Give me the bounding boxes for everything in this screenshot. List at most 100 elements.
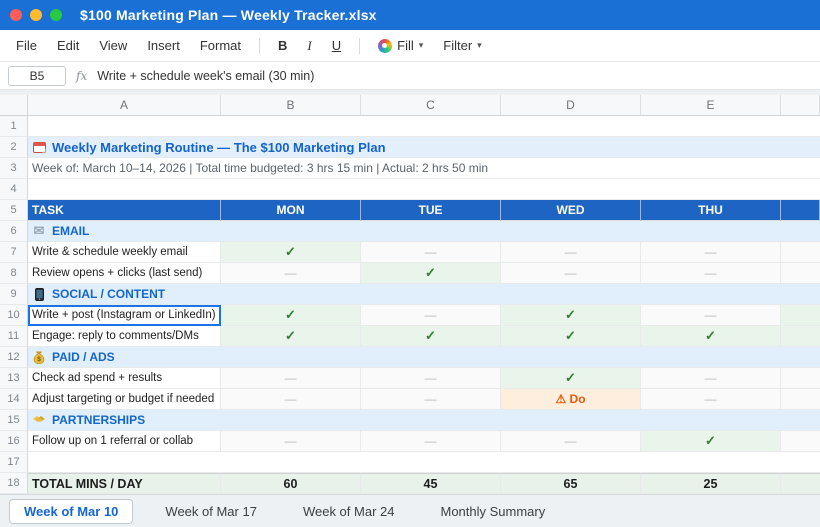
- tue-cell[interactable]: —: [361, 389, 501, 410]
- wed-cell-warning[interactable]: ⚠ Do: [501, 389, 641, 410]
- task-cell[interactable]: Engage: reply to comments/DMs: [28, 326, 221, 347]
- row-number[interactable]: 12: [0, 347, 28, 368]
- thu-cell[interactable]: —: [641, 242, 781, 263]
- row-number[interactable]: 4: [0, 179, 28, 200]
- sheet-title-cell[interactable]: Weekly Marketing Routine — The $100 Mark…: [28, 137, 820, 158]
- fri-cell[interactable]: [781, 431, 820, 452]
- wed-cell[interactable]: —: [501, 431, 641, 452]
- mon-cell[interactable]: ✓: [221, 305, 361, 326]
- task-cell[interactable]: Write & schedule weekly email: [28, 242, 221, 263]
- tab-monthly-summary[interactable]: Monthly Summary: [440, 503, 546, 519]
- header-fri-partial[interactable]: [781, 200, 820, 221]
- menu-edit[interactable]: Edit: [56, 38, 80, 53]
- header-tue[interactable]: TUE: [361, 200, 501, 221]
- week-summary-cell[interactable]: Week of: March 10–14, 2026 | Total time …: [28, 158, 820, 179]
- select-all-corner[interactable]: [0, 95, 28, 116]
- row-number[interactable]: 1: [0, 116, 28, 137]
- fill-button[interactable]: Fill ▾: [378, 38, 423, 53]
- row-number[interactable]: 8: [0, 263, 28, 284]
- total-tue-cell[interactable]: 45: [361, 473, 501, 494]
- thu-cell[interactable]: —: [641, 368, 781, 389]
- header-mon[interactable]: MON: [221, 200, 361, 221]
- zoom-button[interactable]: [50, 9, 62, 21]
- row-number[interactable]: 16: [0, 431, 28, 452]
- header-task[interactable]: TASK: [28, 200, 221, 221]
- filter-button[interactable]: Filter ▾: [443, 38, 481, 53]
- row-number[interactable]: 15: [0, 410, 28, 431]
- column-header-b[interactable]: B: [221, 95, 361, 116]
- section-social[interactable]: SOCIAL / CONTENT: [28, 284, 820, 305]
- row-number[interactable]: 17: [0, 452, 28, 473]
- column-header-f[interactable]: [781, 95, 820, 116]
- task-cell[interactable]: Follow up on 1 referral or collab: [28, 431, 221, 452]
- tue-cell[interactable]: —: [361, 305, 501, 326]
- wed-cell[interactable]: —: [501, 263, 641, 284]
- thu-cell[interactable]: —: [641, 389, 781, 410]
- row-number[interactable]: 18: [0, 473, 28, 494]
- row-number[interactable]: 9: [0, 284, 28, 305]
- row-number[interactable]: 2: [0, 137, 28, 158]
- column-header-c[interactable]: C: [361, 95, 501, 116]
- formula-input[interactable]: Write + schedule week's email (30 min): [97, 68, 315, 83]
- row-number[interactable]: 5: [0, 200, 28, 221]
- task-cell-selected[interactable]: Write + post (Instagram or LinkedIn): [28, 305, 221, 326]
- row-number[interactable]: 11: [0, 326, 28, 347]
- thu-cell[interactable]: ✓: [641, 326, 781, 347]
- close-button[interactable]: [10, 9, 22, 21]
- blank-row-cell[interactable]: [28, 452, 820, 473]
- total-wed-cell[interactable]: 65: [501, 473, 641, 494]
- blank-row-cell[interactable]: [28, 116, 820, 137]
- fri-cell[interactable]: [781, 242, 820, 263]
- mon-cell[interactable]: —: [221, 389, 361, 410]
- row-number[interactable]: 3: [0, 158, 28, 179]
- wed-cell[interactable]: ✓: [501, 305, 641, 326]
- tue-cell[interactable]: ✓: [361, 326, 501, 347]
- mon-cell[interactable]: —: [221, 431, 361, 452]
- menu-file[interactable]: File: [16, 38, 37, 53]
- thu-cell[interactable]: ✓: [641, 431, 781, 452]
- menu-format[interactable]: Format: [199, 38, 241, 53]
- bold-button[interactable]: B: [278, 38, 288, 53]
- mon-cell[interactable]: —: [221, 368, 361, 389]
- total-label-cell[interactable]: TOTAL MINS / DAY: [28, 473, 221, 494]
- row-number[interactable]: 13: [0, 368, 28, 389]
- row-number[interactable]: 6: [0, 221, 28, 242]
- task-cell[interactable]: Review opens + clicks (last send): [28, 263, 221, 284]
- blank-row-cell[interactable]: [28, 179, 820, 200]
- fri-cell[interactable]: [781, 305, 820, 326]
- fri-cell[interactable]: [781, 263, 820, 284]
- mon-cell[interactable]: ✓: [221, 242, 361, 263]
- tue-cell[interactable]: —: [361, 242, 501, 263]
- mon-cell[interactable]: —: [221, 263, 361, 284]
- minimize-button[interactable]: [30, 9, 42, 21]
- task-cell[interactable]: Adjust targeting or budget if needed: [28, 389, 221, 410]
- menu-insert[interactable]: Insert: [147, 38, 180, 53]
- row-number[interactable]: 14: [0, 389, 28, 410]
- tue-cell[interactable]: —: [361, 368, 501, 389]
- header-wed[interactable]: WED: [501, 200, 641, 221]
- fri-cell[interactable]: [781, 368, 820, 389]
- menu-view[interactable]: View: [99, 38, 128, 53]
- tab-week-of-mar-17[interactable]: Week of Mar 17: [165, 503, 257, 519]
- thu-cell[interactable]: —: [641, 305, 781, 326]
- column-header-a[interactable]: A: [28, 95, 221, 116]
- section-paid[interactable]: $ PAID / ADS: [28, 347, 820, 368]
- fri-cell[interactable]: [781, 326, 820, 347]
- tab-week-of-mar-24[interactable]: Week of Mar 24: [302, 503, 395, 519]
- italic-button[interactable]: I: [307, 37, 312, 53]
- total-fri-cell[interactable]: [781, 473, 820, 494]
- wed-cell[interactable]: ✓: [501, 326, 641, 347]
- section-partnerships[interactable]: PARTNERSHIPS: [28, 410, 820, 431]
- thu-cell[interactable]: —: [641, 263, 781, 284]
- task-cell[interactable]: Check ad spend + results: [28, 368, 221, 389]
- wed-cell[interactable]: ✓: [501, 368, 641, 389]
- column-header-e[interactable]: E: [641, 95, 781, 116]
- column-header-d[interactable]: D: [501, 95, 641, 116]
- tab-week-of-mar-10[interactable]: Week of Mar 10: [9, 498, 134, 524]
- tue-cell[interactable]: ✓: [361, 263, 501, 284]
- wed-cell[interactable]: —: [501, 242, 641, 263]
- total-thu-cell[interactable]: 25: [641, 473, 781, 494]
- header-thu[interactable]: THU: [641, 200, 781, 221]
- underline-button[interactable]: U: [331, 38, 342, 53]
- row-number[interactable]: 10: [0, 305, 28, 326]
